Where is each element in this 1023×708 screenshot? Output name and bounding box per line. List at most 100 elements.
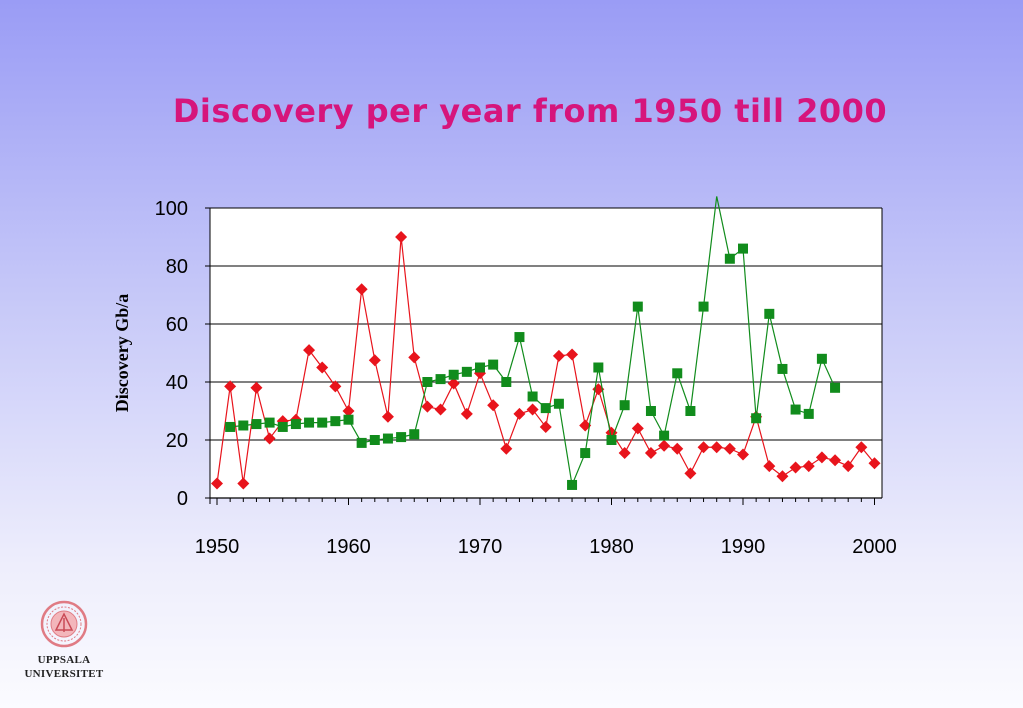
data-point-diamond bbox=[500, 442, 513, 455]
data-point-square bbox=[790, 404, 801, 415]
data-point-square bbox=[685, 406, 696, 416]
x-tick-label: 1980 bbox=[589, 536, 634, 558]
data-point-diamond bbox=[381, 410, 394, 423]
y-tick-label: 80 bbox=[166, 256, 188, 278]
data-point-square bbox=[461, 366, 472, 377]
y-tick-label: 60 bbox=[166, 314, 188, 336]
data-point-diamond bbox=[539, 420, 552, 433]
x-tick-label: 1950 bbox=[195, 536, 240, 558]
data-point-diamond bbox=[763, 460, 776, 473]
data-point-square bbox=[606, 435, 617, 445]
data-point-diamond bbox=[408, 351, 421, 364]
data-point-diamond bbox=[815, 451, 828, 464]
data-point-diamond bbox=[552, 349, 565, 362]
data-point-square bbox=[619, 400, 630, 411]
data-point-square bbox=[290, 419, 301, 430]
data-point-diamond bbox=[237, 477, 250, 490]
data-point-diamond bbox=[631, 422, 644, 435]
data-point-diamond bbox=[303, 344, 316, 357]
data-point-square bbox=[501, 377, 512, 387]
data-point-square bbox=[448, 369, 459, 380]
x-tick-label: 1970 bbox=[458, 536, 503, 558]
data-point-square bbox=[369, 435, 380, 445]
data-point-diamond bbox=[513, 407, 526, 420]
data-point-diamond bbox=[368, 354, 381, 367]
data-point-square bbox=[435, 374, 446, 385]
x-tick-label: 2000 bbox=[852, 536, 897, 558]
data-point-square bbox=[304, 417, 315, 428]
data-point-diamond bbox=[329, 380, 342, 393]
data-point-square bbox=[816, 353, 827, 364]
data-point-diamond bbox=[829, 454, 842, 467]
x-tick-label: 1990 bbox=[721, 536, 766, 558]
y-tick-label: 0 bbox=[177, 488, 188, 510]
data-point-square bbox=[580, 448, 591, 459]
data-point-square bbox=[527, 391, 538, 402]
logo-line-1: UPPSALA bbox=[37, 654, 91, 666]
data-point-square bbox=[264, 417, 275, 428]
data-point-square bbox=[764, 308, 775, 319]
data-point-diamond bbox=[789, 461, 802, 474]
data-point-square bbox=[409, 429, 420, 440]
y-axis-label: Discovery Gb/a bbox=[112, 294, 132, 413]
data-point-square bbox=[567, 479, 578, 490]
data-point-diamond bbox=[868, 457, 881, 470]
data-point-diamond bbox=[263, 432, 276, 445]
data-point-square bbox=[422, 377, 433, 387]
data-point-square bbox=[356, 437, 367, 448]
data-point-diamond bbox=[723, 442, 736, 455]
data-point-square bbox=[830, 382, 841, 393]
data-point-square bbox=[317, 417, 328, 428]
data-point-diamond bbox=[447, 377, 460, 390]
uppsala-logo: UPPSALA UNIVERSITET bbox=[14, 600, 114, 681]
data-point-square bbox=[488, 359, 499, 370]
data-point-diamond bbox=[566, 348, 579, 361]
slide-title: Discovery per year from 1950 till 2000 bbox=[172, 92, 888, 130]
data-point-diamond bbox=[526, 403, 539, 416]
y-tick-label: 100 bbox=[155, 198, 188, 220]
data-point-diamond bbox=[697, 441, 710, 454]
data-point-diamond bbox=[710, 441, 723, 454]
data-point-diamond bbox=[842, 460, 855, 473]
data-point-diamond bbox=[460, 407, 473, 420]
data-point-diamond bbox=[250, 381, 263, 394]
axes: 0 20 40 60 80 100 1950 1960 1970 1980 1990 2000 bbox=[155, 198, 897, 558]
data-point-square bbox=[724, 253, 735, 264]
series-2 bbox=[225, 196, 841, 490]
data-point-square bbox=[632, 301, 643, 312]
logo-line-2: UNIVERSITET bbox=[24, 668, 104, 680]
data-point-square bbox=[277, 421, 288, 432]
data-point-diamond bbox=[434, 403, 447, 416]
data-point-square bbox=[553, 398, 564, 409]
data-point-diamond bbox=[644, 447, 657, 460]
data-point-diamond bbox=[316, 361, 329, 374]
data-point-diamond bbox=[487, 399, 500, 412]
data-point-square bbox=[698, 301, 709, 312]
data-point-square bbox=[225, 421, 236, 432]
data-point-square bbox=[475, 362, 485, 373]
x-tick-label: 1960 bbox=[326, 536, 371, 558]
data-point-diamond bbox=[579, 419, 592, 432]
data-point-diamond bbox=[355, 283, 368, 296]
data-point-diamond bbox=[658, 439, 671, 452]
data-point-square bbox=[672, 368, 683, 379]
data-point-square bbox=[738, 243, 748, 254]
data-point-diamond bbox=[211, 477, 223, 490]
plot-area bbox=[210, 208, 882, 498]
data-point-square bbox=[343, 414, 354, 425]
data-point-diamond bbox=[737, 448, 749, 461]
data-point-square bbox=[396, 432, 407, 443]
data-point-diamond bbox=[671, 442, 684, 455]
data-point-square bbox=[645, 406, 656, 416]
y-tick-label: 40 bbox=[166, 372, 188, 394]
data-point-diamond bbox=[776, 470, 789, 483]
data-point-square bbox=[330, 416, 341, 427]
university-seal-icon bbox=[40, 600, 88, 648]
data-point-square bbox=[751, 413, 762, 424]
data-point-square bbox=[777, 363, 788, 374]
y-tick-label: 20 bbox=[166, 430, 188, 452]
data-point-square bbox=[803, 408, 814, 419]
data-point-diamond bbox=[618, 447, 631, 460]
data-point-square bbox=[382, 433, 393, 444]
